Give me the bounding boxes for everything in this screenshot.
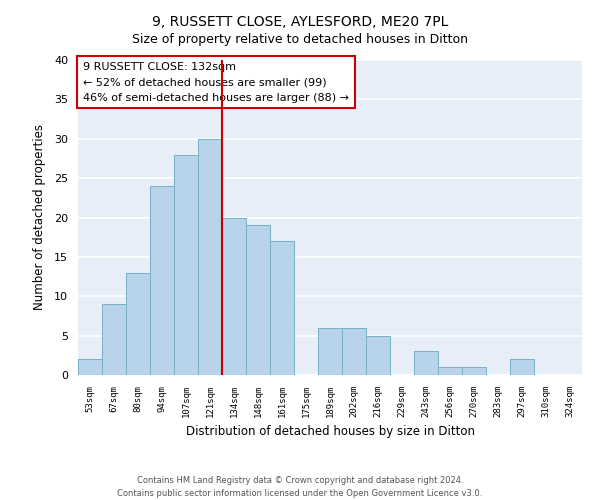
Bar: [342, 328, 366, 375]
Bar: [222, 218, 246, 375]
Bar: [102, 304, 126, 375]
Bar: [366, 336, 390, 375]
Bar: [414, 352, 438, 375]
Bar: [78, 359, 102, 375]
Text: 9 RUSSETT CLOSE: 132sqm
← 52% of detached houses are smaller (99)
46% of semi-de: 9 RUSSETT CLOSE: 132sqm ← 52% of detache…: [83, 62, 349, 103]
Y-axis label: Number of detached properties: Number of detached properties: [33, 124, 46, 310]
Bar: [510, 359, 534, 375]
Bar: [270, 241, 294, 375]
Bar: [318, 328, 342, 375]
Bar: [198, 138, 222, 375]
Bar: [150, 186, 174, 375]
Bar: [246, 226, 270, 375]
X-axis label: Distribution of detached houses by size in Ditton: Distribution of detached houses by size …: [185, 426, 475, 438]
Text: Contains HM Land Registry data © Crown copyright and database right 2024.
Contai: Contains HM Land Registry data © Crown c…: [118, 476, 482, 498]
Bar: [126, 272, 150, 375]
Bar: [462, 367, 486, 375]
Text: 9, RUSSETT CLOSE, AYLESFORD, ME20 7PL: 9, RUSSETT CLOSE, AYLESFORD, ME20 7PL: [152, 15, 448, 29]
Bar: [174, 154, 198, 375]
Bar: [438, 367, 462, 375]
Text: Size of property relative to detached houses in Ditton: Size of property relative to detached ho…: [132, 32, 468, 46]
